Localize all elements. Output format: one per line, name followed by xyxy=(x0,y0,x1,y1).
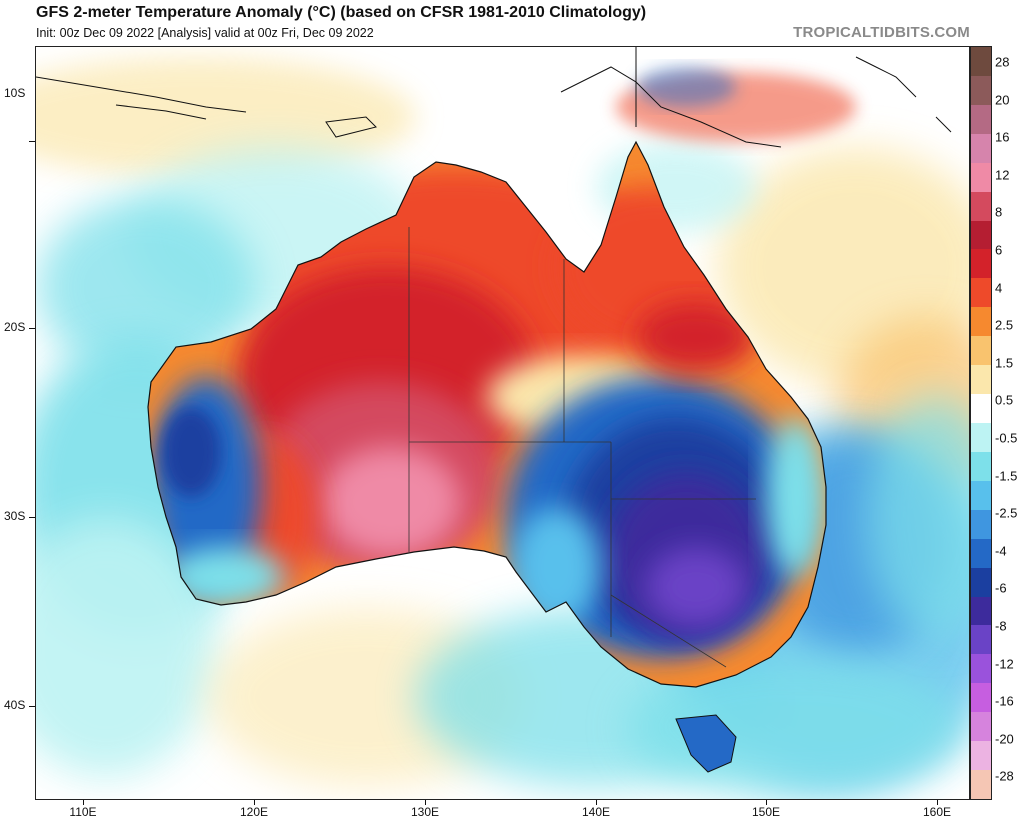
lat-tick-30s xyxy=(29,517,35,518)
colorbar-swatch xyxy=(971,133,991,164)
lat-tick-10s xyxy=(29,141,35,142)
lon-tick-120e xyxy=(254,800,255,805)
colorbar-label: -1.5 xyxy=(995,468,1018,484)
colorbar-label: -0.5 xyxy=(995,430,1018,446)
colorbar-label: -8 xyxy=(995,618,1007,634)
colorbar-swatch xyxy=(971,654,991,684)
colorbar-label: -20 xyxy=(995,731,1014,747)
colorbar-swatch xyxy=(971,278,991,308)
lon-tick-130e xyxy=(425,800,426,805)
colorbar-swatch xyxy=(971,249,991,279)
colorbar-swatch xyxy=(971,567,991,598)
colorbar-label: 12 xyxy=(995,167,1010,183)
lat-label-40s: 40S xyxy=(4,698,26,712)
colorbar-swatch xyxy=(971,75,991,106)
colorbar-label: -28 xyxy=(995,768,1014,784)
colorbar-swatch xyxy=(971,741,991,771)
colorbar-swatch xyxy=(971,625,991,655)
lon-tick-160e xyxy=(937,800,938,805)
colorbar xyxy=(970,46,992,800)
colorbar-swatch xyxy=(971,104,991,135)
colorbar-label: -16 xyxy=(995,693,1014,709)
lat-label-10s: 10S xyxy=(4,86,26,100)
lon-label-110e: 110E xyxy=(69,805,97,819)
lon-tick-110e xyxy=(83,800,84,805)
map-title: GFS 2-meter Temperature Anomaly (°C) (ba… xyxy=(36,4,647,21)
lon-tick-150e xyxy=(766,800,767,805)
colorbar-swatch xyxy=(971,538,991,569)
brand-watermark: TROPICALTIDBITS.COM xyxy=(793,24,970,41)
colorbar-label: 0.5 xyxy=(995,392,1014,408)
colorbar-label: -2.5 xyxy=(995,505,1018,521)
colorbar-swatch xyxy=(971,480,991,511)
lon-label-160e: 160E xyxy=(922,805,952,819)
colorbar-label: 8 xyxy=(995,204,1003,220)
colorbar-label: 1.5 xyxy=(995,355,1014,371)
colorbar-label: 28 xyxy=(995,54,1010,70)
colorbar-swatch xyxy=(971,307,991,337)
colorbar-swatch xyxy=(971,220,991,250)
colorbar-swatch xyxy=(971,191,991,222)
anomaly-map xyxy=(35,46,970,800)
lon-label-130e: 130E xyxy=(410,805,440,819)
colorbar-label: 16 xyxy=(995,129,1010,145)
lon-label-150e: 150E xyxy=(751,805,781,819)
lon-label-140e: 140E xyxy=(581,805,611,819)
australia-coastline xyxy=(147,140,827,688)
colorbar-label: 2.5 xyxy=(995,317,1014,333)
colorbar-label: 6 xyxy=(995,242,1003,258)
lon-label-120e: 120E xyxy=(239,805,269,819)
colorbar-label: 4 xyxy=(995,280,1003,296)
colorbar-swatch xyxy=(971,47,991,77)
colorbar-swatch xyxy=(971,451,991,482)
colorbar-label: 20 xyxy=(995,92,1010,108)
colorbar-swatch xyxy=(971,365,991,395)
lat-label-30s: 30S xyxy=(4,509,26,523)
colorbar-swatch xyxy=(971,509,991,540)
colorbar-label: -12 xyxy=(995,656,1014,672)
map-subtitle: Init: 00z Dec 09 2022 [Analysis] valid a… xyxy=(36,26,374,40)
colorbar-swatch xyxy=(971,336,991,366)
colorbar-swatch xyxy=(971,162,991,193)
lat-tick-40s xyxy=(29,706,35,707)
tasmania xyxy=(675,714,737,773)
colorbar-swatch xyxy=(971,712,991,742)
lon-tick-140e xyxy=(596,800,597,805)
lat-label-20s: 20S xyxy=(4,320,26,334)
colorbar-swatch xyxy=(971,423,991,453)
colorbar-label: -6 xyxy=(995,580,1007,596)
colorbar-swatch xyxy=(971,683,991,713)
colorbar-swatch xyxy=(971,770,991,800)
map-canvas xyxy=(36,47,969,799)
northern-islands xyxy=(36,47,952,148)
colorbar-swatch xyxy=(971,394,991,424)
colorbar-swatch xyxy=(971,596,991,626)
lat-tick-20s xyxy=(29,328,35,329)
colorbar-label: -4 xyxy=(995,543,1007,559)
state-borders xyxy=(408,227,756,668)
